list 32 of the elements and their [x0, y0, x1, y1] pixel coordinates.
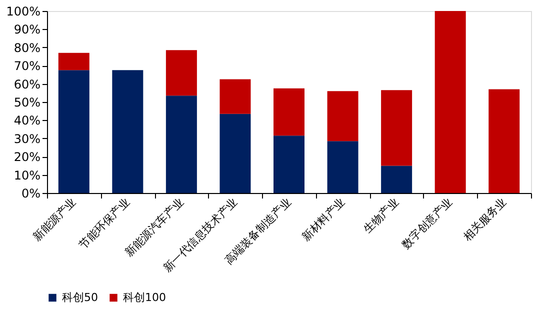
y-tick-label: 0% [21, 186, 40, 200]
bar [112, 70, 144, 193]
x-tick-label: 相关服务业 [460, 196, 509, 244]
bar [381, 166, 412, 193]
y-tick-label: 10% [14, 168, 40, 182]
y-tick-label: 50% [14, 96, 40, 110]
y-tick-label: 30% [14, 132, 40, 146]
y-tick-label: 60% [14, 77, 40, 92]
x-tick-label: 新材料产业 [299, 196, 348, 244]
bar [327, 91, 358, 142]
bar [327, 141, 358, 193]
y-tick-label: 100% [6, 4, 40, 18]
y-tick-label: 80% [14, 40, 40, 55]
bar [58, 52, 90, 70]
bar [274, 136, 304, 193]
legend-label: 科创50 [62, 290, 98, 304]
bar [166, 50, 197, 96]
y-tick-label: 20% [14, 150, 40, 164]
y-tick-label: 40% [14, 114, 40, 128]
bar [381, 90, 412, 166]
bar [58, 70, 90, 193]
bar [488, 89, 520, 193]
bar [220, 79, 251, 114]
bar [274, 88, 304, 136]
x-tick-label: 生物产业 [360, 196, 402, 236]
y-tick-label: 90% [14, 22, 40, 37]
bar [434, 11, 466, 193]
bar [220, 114, 251, 193]
x-tick-label: 数字创意产业 [399, 196, 456, 252]
y-tick-label: 70% [14, 59, 40, 74]
bar [166, 96, 197, 193]
legend-label: 科创100 [123, 290, 166, 304]
